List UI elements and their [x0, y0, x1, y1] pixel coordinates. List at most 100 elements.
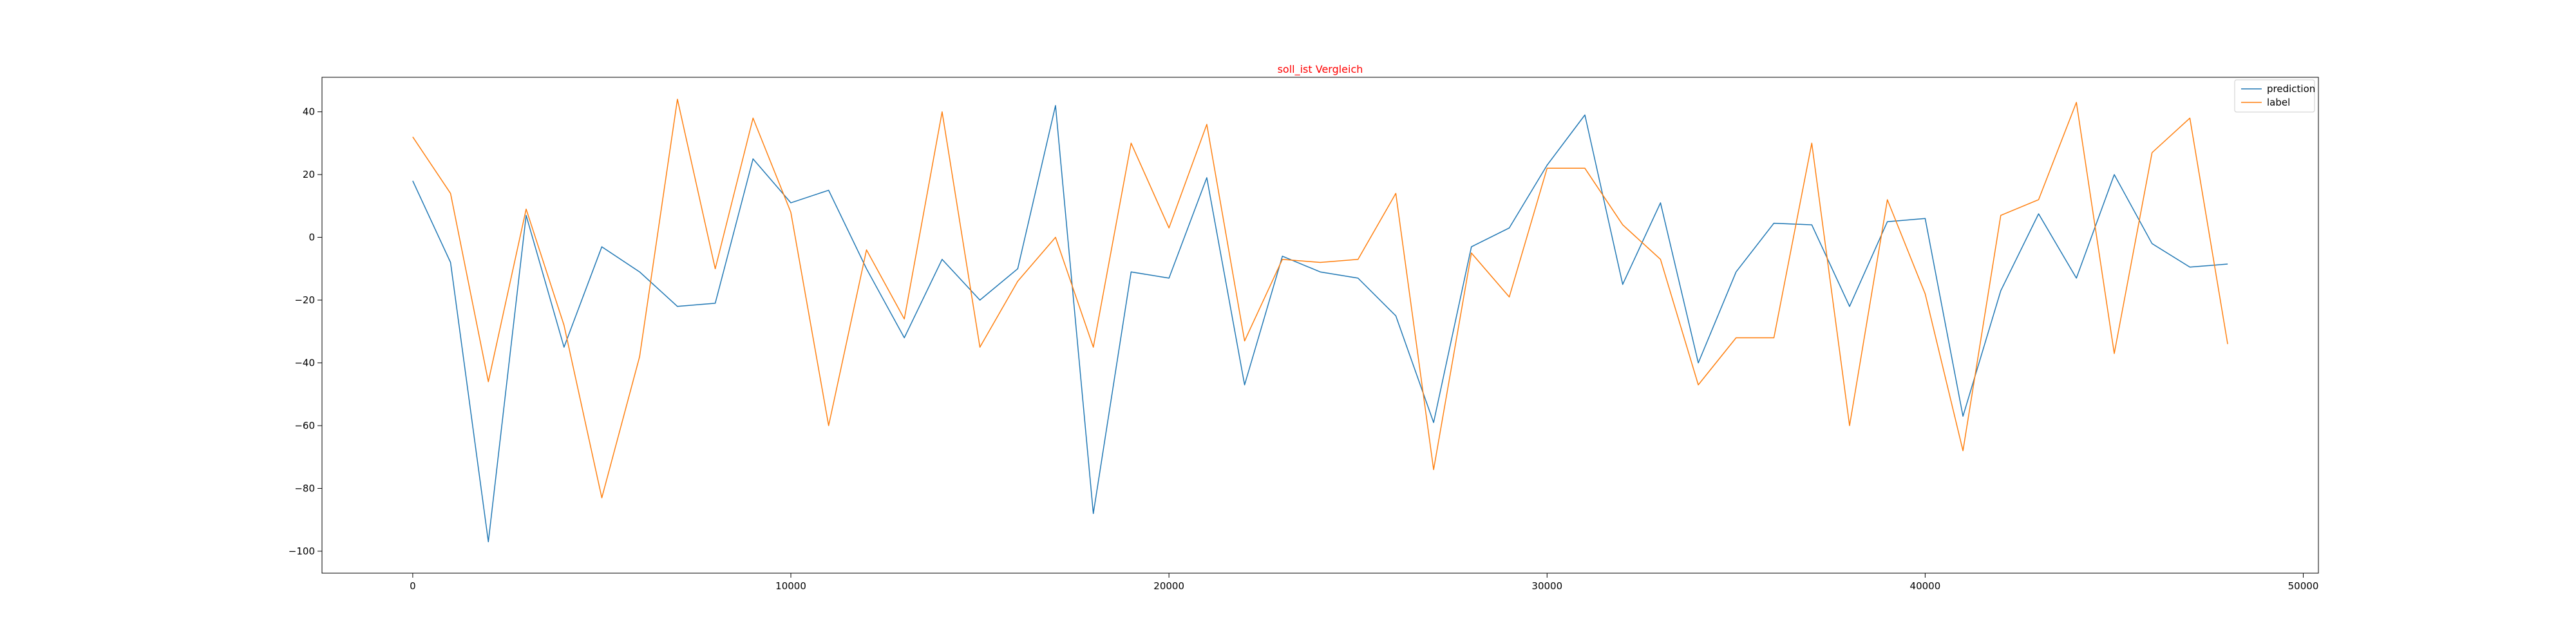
data-point-prediction [1017, 268, 1018, 269]
data-point-prediction [601, 246, 602, 247]
data-point-prediction [942, 259, 943, 260]
data-point-prediction [526, 214, 527, 216]
data-point-label [904, 318, 905, 319]
data-point-label [2189, 117, 2190, 118]
data-point-prediction [2038, 213, 2039, 214]
data-point-prediction [1130, 271, 1132, 272]
data-point-prediction [1168, 278, 1170, 279]
data-point-prediction [1849, 306, 1850, 307]
data-point-label [790, 211, 791, 213]
data-point-label [412, 136, 413, 137]
axes-frame [321, 77, 2319, 574]
data-point-prediction [1320, 271, 1321, 272]
data-point-label [1206, 124, 1208, 125]
data-point-prediction [2000, 290, 2002, 291]
data-point-prediction [1471, 246, 1472, 247]
data-point-label [1017, 281, 1018, 282]
data-point-label [1887, 199, 1888, 200]
data-point-prediction [1811, 224, 1812, 225]
data-point-prediction [1508, 227, 1510, 229]
data-point-prediction [1206, 177, 1208, 178]
data-point-prediction [2114, 174, 2115, 175]
data-point-label [1660, 259, 1661, 260]
data-point-prediction [488, 541, 489, 542]
data-point-prediction [450, 261, 451, 263]
data-point-prediction [1395, 315, 1396, 316]
data-point-prediction [1244, 384, 1245, 385]
series-line-prediction [412, 105, 2228, 543]
data-point-label [1584, 167, 1586, 169]
y-tick-label: −40 [294, 357, 315, 368]
data-point-label [1849, 425, 1850, 426]
data-point-label [1433, 469, 1434, 470]
data-point-label [2227, 343, 2228, 345]
data-point-prediction [2152, 243, 2153, 244]
data-point-label [639, 356, 640, 357]
data-point-label [564, 325, 565, 326]
data-point-prediction [2189, 267, 2190, 268]
data-point-prediction [1358, 278, 1359, 279]
data-point-label [2114, 353, 2115, 354]
data-point-prediction [1282, 256, 1283, 257]
y-tick-label: 20 [303, 169, 315, 180]
data-point-label [450, 193, 451, 194]
data-point-label [1395, 193, 1396, 194]
data-point-label [1168, 227, 1170, 229]
data-point-label [2152, 152, 2153, 153]
data-point-prediction [866, 268, 867, 269]
data-point-label [601, 497, 602, 498]
data-point-prediction [790, 202, 791, 204]
data-point-label [2038, 199, 2039, 200]
data-point-prediction [904, 337, 905, 338]
y-tick-label: −100 [289, 545, 315, 557]
data-point-label [1093, 346, 1094, 348]
data-point-prediction [1698, 362, 1699, 363]
data-point-prediction [1093, 513, 1094, 514]
data-point-prediction [1622, 283, 1624, 285]
x-tick-label: 50000 [2288, 580, 2319, 592]
data-point-label [1622, 224, 1624, 225]
data-point-prediction [1736, 271, 1737, 272]
y-tick-label: −60 [294, 420, 315, 431]
data-point-label [866, 249, 867, 251]
data-point-label [1471, 252, 1472, 254]
data-point-label [1244, 340, 1245, 341]
data-point-prediction [412, 180, 413, 182]
data-point-label [714, 268, 715, 269]
x-tick-label: 0 [410, 580, 416, 592]
data-point-label [1924, 293, 1926, 294]
data-point-prediction [1924, 218, 1926, 219]
legend: prediction label [2234, 79, 2315, 113]
data-point-prediction [1660, 202, 1661, 204]
data-point-label [1773, 337, 1774, 338]
y-tick-label: −20 [294, 294, 315, 306]
data-point-label [942, 111, 943, 112]
data-point-label [2000, 214, 2002, 216]
data-point-prediction [1773, 222, 1774, 223]
data-point-label [1055, 236, 1056, 238]
series-layer [412, 99, 2228, 543]
data-point-label [1320, 261, 1321, 263]
data-point-prediction [1962, 415, 1964, 417]
data-point-label [752, 117, 753, 118]
y-axis: −100 −80 −60 −40 −20 0 20 40 [289, 106, 322, 557]
data-point-label [1130, 142, 1132, 144]
data-point-prediction [639, 271, 640, 272]
data-point-label [828, 425, 829, 426]
y-tick-label: 0 [308, 232, 315, 243]
series-line-label [412, 99, 2228, 498]
legend-label-label: label [2267, 97, 2290, 108]
data-point-label [677, 99, 678, 100]
data-point-label [2076, 102, 2077, 103]
data-point-label [1282, 259, 1283, 260]
y-tick-label: −80 [294, 482, 315, 494]
legend-label-prediction: prediction [2267, 83, 2315, 95]
data-point-label [1508, 296, 1510, 298]
data-point-prediction [1546, 164, 1548, 166]
y-tick-label: 40 [303, 106, 315, 118]
chart-title: soll_ist Vergleich [1278, 63, 1363, 76]
data-point-label [1698, 384, 1699, 385]
data-point-prediction [2227, 263, 2228, 265]
data-point-label [1546, 167, 1548, 169]
